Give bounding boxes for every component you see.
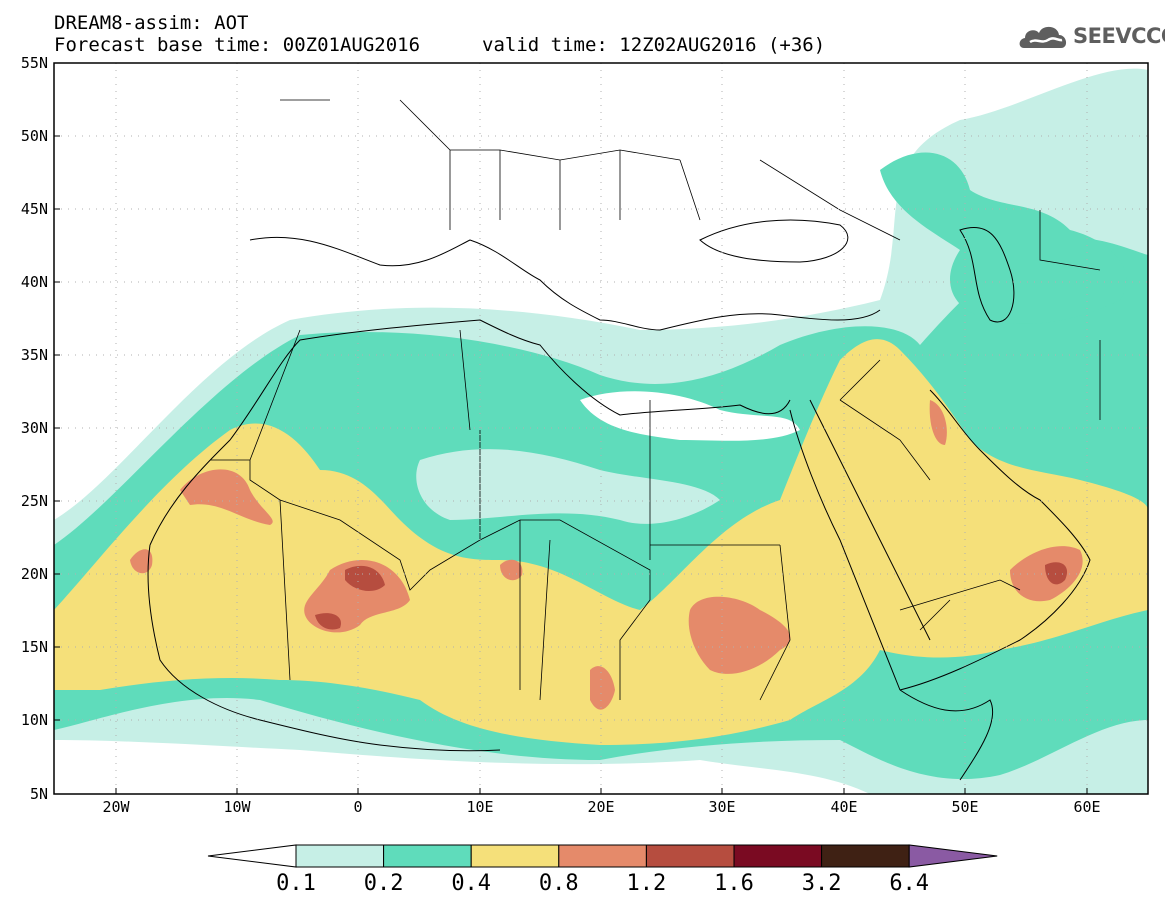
colorbar-label: 3.2	[801, 871, 842, 896]
latitude-labels: 55N 50N 45N 40N 35N 30N 25N 20N 15N 10N …	[21, 54, 48, 803]
colorbar-segment	[558, 844, 647, 868]
coastlines	[147, 219, 1091, 781]
lat-label: 55N	[21, 54, 48, 72]
coastline-africa-west	[147, 544, 501, 752]
lat-label: 10N	[21, 711, 48, 729]
map-title: DREAM8-assim: AOT	[54, 12, 249, 34]
seevccc-logo: SEEVCCC	[1016, 20, 1165, 60]
coastline-caspian	[959, 226, 1015, 323]
forecast-base-time: Forecast base time: 00Z01AUG2016	[54, 34, 421, 56]
colorbar-label: 6.4	[889, 871, 930, 896]
aot-moderate-region	[54, 339, 1148, 745]
colorbar-label: 0.8	[538, 871, 579, 896]
lon-label: 20W	[102, 798, 130, 816]
longitude-labels: 20W 10W 0 10E 20E 30E 40E 50E 60E	[102, 798, 1100, 816]
colorbar-low-triangle	[207, 844, 297, 868]
lon-label: 20E	[587, 798, 614, 816]
tick-marks	[54, 62, 1088, 794]
lat-label: 15N	[21, 638, 48, 656]
lat-label: 25N	[21, 492, 48, 510]
aot-high-region-coast	[130, 549, 153, 574]
colorbar-segment	[645, 844, 735, 868]
aot-high-region-gulf	[929, 400, 947, 445]
colorbar-label: 0.2	[363, 871, 404, 896]
lat-label: 50N	[21, 127, 48, 145]
lat-label: 30N	[21, 419, 48, 437]
colorbar-label: 0.1	[276, 871, 316, 896]
aot-very-high-region-niger	[315, 613, 341, 630]
aot-high-region-sudan	[590, 666, 615, 710]
colorbar-segment	[821, 844, 910, 868]
aot-clear-patch	[416, 449, 720, 524]
cloud-icon	[1019, 26, 1067, 48]
lon-label: 10W	[223, 798, 251, 816]
country-borders	[210, 99, 1101, 701]
colorbar-label: 1.2	[626, 871, 667, 896]
lon-label: 40E	[830, 798, 857, 816]
colorbar-segment	[470, 844, 560, 868]
lat-label: 45N	[21, 200, 48, 218]
coastline-africa-north	[149, 319, 791, 546]
coastline-africa-horn	[899, 689, 994, 781]
colorbar	[207, 844, 998, 868]
graticule	[54, 63, 1148, 794]
colorbar-segment	[295, 844, 385, 868]
lon-label: 0	[353, 798, 362, 816]
coastline-arabia	[899, 389, 1091, 691]
lon-label: 10E	[466, 798, 493, 816]
lon-label: 30E	[708, 798, 735, 816]
colorbar-label: 0.4	[451, 871, 492, 896]
aot-low-region-north	[880, 152, 1127, 324]
colorbar-high-triangle	[908, 844, 998, 868]
lat-label: 20N	[21, 565, 48, 583]
colorbar-segment	[733, 844, 823, 868]
coastline-black-sea	[699, 219, 849, 263]
aot-high-region-sahara-west	[180, 469, 273, 525]
aot-very-high-region-mali	[345, 565, 385, 592]
colorbar-label: 1.6	[714, 871, 754, 896]
lat-label: 5N	[30, 785, 48, 803]
coastline-red-sea	[789, 399, 931, 691]
aot-very-high-region-oman	[1045, 562, 1068, 585]
lat-label: 35N	[21, 346, 48, 364]
logo-text: SEEVCCC	[1073, 24, 1165, 48]
valid-time: valid time: 12Z02AUG2016 (+36)	[482, 34, 826, 56]
aot-high-region-niger	[500, 559, 523, 581]
coastline-europe-south	[249, 236, 881, 331]
lon-label: 60E	[1073, 798, 1100, 816]
aot-high-region-chad	[688, 596, 791, 674]
colorbar-segment	[383, 844, 472, 868]
lat-label: 40N	[21, 273, 48, 291]
lon-label: 50E	[951, 798, 978, 816]
